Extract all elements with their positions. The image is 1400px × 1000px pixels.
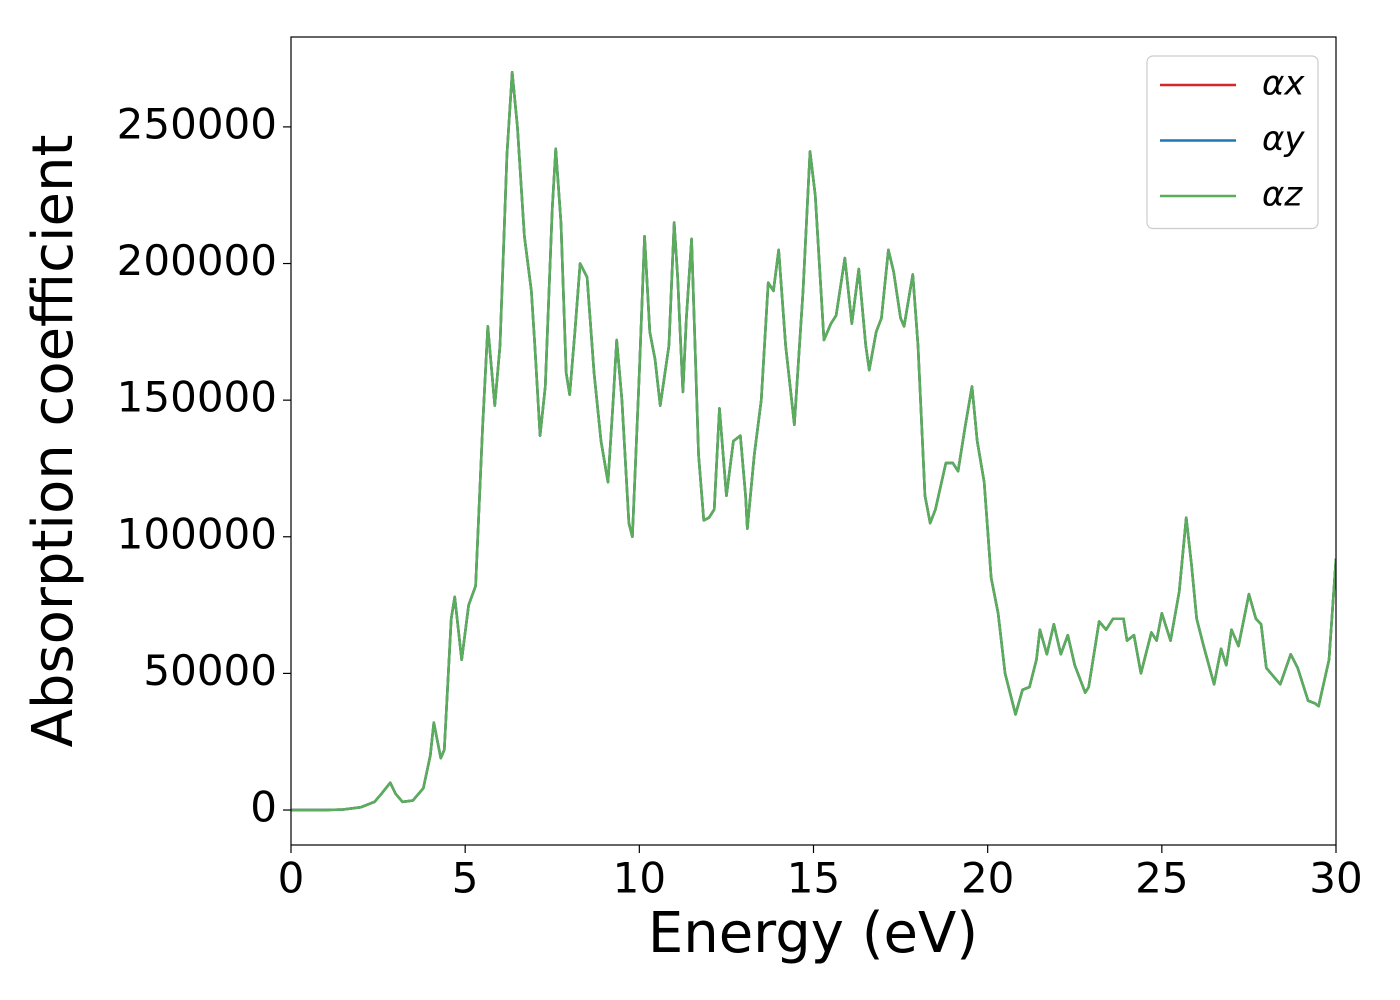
y-tick-label: 0 [250, 783, 277, 832]
x-axis-label: Energy (eV) [648, 901, 978, 966]
y-tick-label: 200000 [117, 236, 277, 285]
y-axis-label: Absorption coefficient [21, 135, 86, 748]
x-tick-label: 30 [1309, 854, 1362, 903]
legend-label: αz [1262, 175, 1303, 215]
y-tick-label: 150000 [117, 373, 277, 422]
legend-label: αy [1262, 119, 1305, 159]
plot-frame [290, 36, 1337, 846]
y-tick-label: 250000 [117, 99, 277, 148]
legend-label: αx [1262, 64, 1305, 104]
legend-box [1146, 55, 1319, 230]
y-tick-label: 100000 [117, 509, 277, 558]
x-tick-label: 20 [961, 854, 1014, 903]
x-tick-label: 25 [1135, 854, 1188, 903]
y-tick-label: 50000 [143, 646, 277, 695]
x-tick-label: 10 [613, 854, 666, 903]
x-tick-label: 15 [787, 854, 840, 903]
x-tick-label: 5 [452, 854, 479, 903]
series-line [291, 71, 1336, 812]
x-tick-label: 0 [278, 854, 305, 903]
